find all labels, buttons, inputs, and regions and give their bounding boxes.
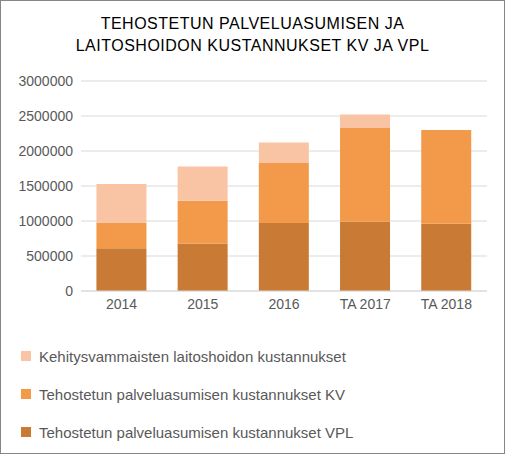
svg-text:500000: 500000 xyxy=(26,248,73,264)
html-text:TEHOSTETUN PALVELUASUMISEN JA: TEHOSTETUN PALVELUASUMISEN JA xyxy=(100,15,405,32)
html-text:Kehitysvammaisten laitoshoidon: Kehitysvammaisten laitoshoidon kustannuk… xyxy=(39,347,346,365)
svg-text:0: 0 xyxy=(65,283,73,299)
svg-text:2015: 2015 xyxy=(187,296,218,312)
html-text:Tehostetun palveluasumisen kus: Tehostetun palveluasumisen kustannukset … xyxy=(39,423,354,441)
html-text:Tehostetun palveluasumisen kus: Tehostetun palveluasumisen kustannukset … xyxy=(39,385,345,403)
svg-text:1000000: 1000000 xyxy=(18,213,73,229)
svg-text:2000000: 2000000 xyxy=(18,143,73,159)
svg-text:2016: 2016 xyxy=(268,296,299,312)
html-text:LAITOSHOIDON KUSTANNUKSET KV J: LAITOSHOIDON KUSTANNUKSET KV JA VPL xyxy=(75,37,430,54)
svg-text:TA 2017: TA 2017 xyxy=(340,296,391,312)
svg-text:3000000: 3000000 xyxy=(18,73,73,89)
svg-text:1500000: 1500000 xyxy=(18,178,73,194)
svg-text:2014: 2014 xyxy=(106,296,137,312)
svg-text:2500000: 2500000 xyxy=(18,108,73,124)
svg-text:TA 2018: TA 2018 xyxy=(421,296,472,312)
